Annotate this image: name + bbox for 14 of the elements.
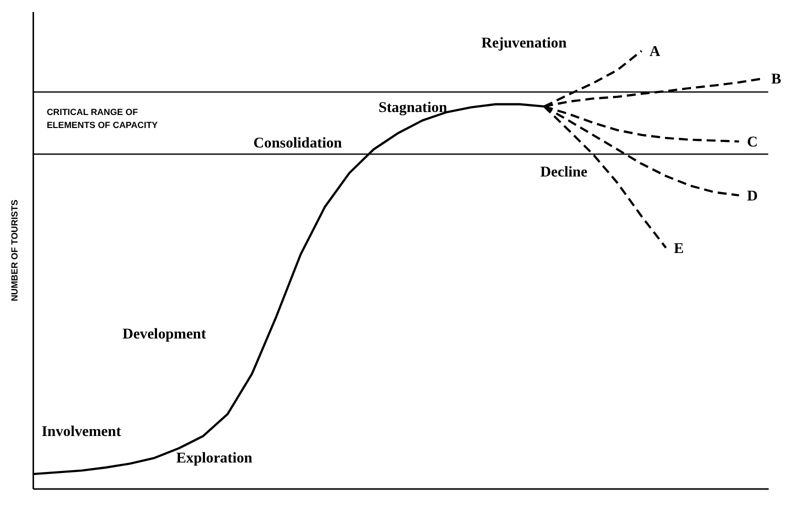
ref-line-label: CRITICAL RANGE OF ELEMENTS OF CAPACITY [46,106,158,130]
series-label: C [746,134,758,150]
series-label: E [674,240,684,257]
series-label: B [771,71,782,88]
annotation: Rejuvenation [481,35,568,52]
annotation: Consolidation [253,136,343,152]
annotation: Stagnation [378,100,448,116]
series-label: A [650,44,661,60]
annotation: Involvement [42,424,122,440]
series-label: D [746,188,758,204]
annotation: Development [122,326,206,342]
annotation: Decline [540,164,588,180]
annotation: Exploration [176,450,254,466]
y-axis-title: NUMBER OF TOURISTS [9,200,20,302]
